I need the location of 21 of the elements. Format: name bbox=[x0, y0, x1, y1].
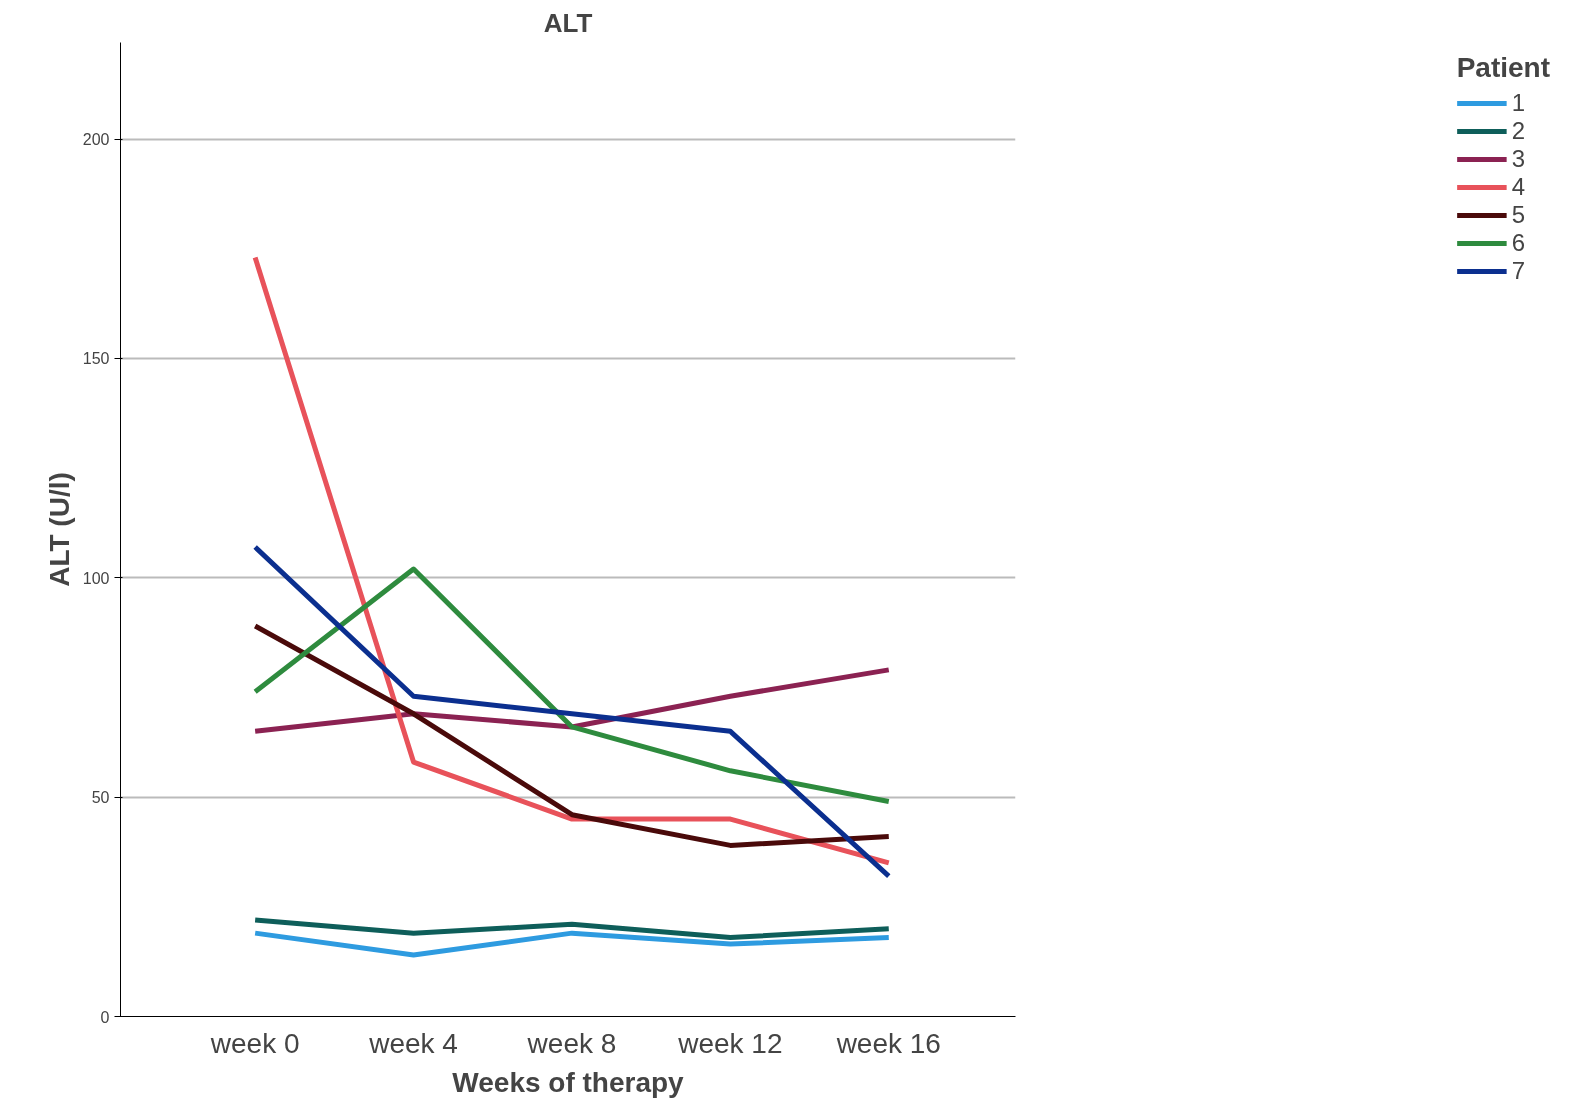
legend-label: 1 bbox=[1511, 89, 1526, 117]
y-tick-label: 150 bbox=[82, 350, 110, 368]
x-tick-label: week 4 bbox=[368, 1027, 458, 1059]
x-tick-label: week 8 bbox=[526, 1027, 617, 1059]
x-tick-label: week 0 bbox=[209, 1027, 300, 1059]
x-tick-label: week 12 bbox=[677, 1027, 783, 1059]
y-tick-label: 200 bbox=[82, 131, 110, 149]
legend-label: 5 bbox=[1511, 201, 1526, 229]
legend-label: 7 bbox=[1511, 257, 1526, 285]
chart-title: ALT bbox=[543, 7, 593, 38]
legend-label: 4 bbox=[1511, 173, 1526, 201]
legend-label: 6 bbox=[1511, 229, 1526, 257]
x-axis-title: Weeks of therapy bbox=[452, 1066, 685, 1098]
y-axis-title: ALT (U/l) bbox=[43, 472, 75, 587]
legend-label: 2 bbox=[1511, 117, 1526, 145]
x-tick-label: week 16 bbox=[835, 1027, 941, 1059]
y-tick-label: 0 bbox=[100, 1008, 110, 1026]
legend-title: Patient bbox=[1456, 52, 1550, 84]
y-tick-label: 50 bbox=[91, 789, 110, 807]
y-tick-label: 100 bbox=[82, 569, 110, 587]
legend-label: 3 bbox=[1511, 145, 1526, 173]
